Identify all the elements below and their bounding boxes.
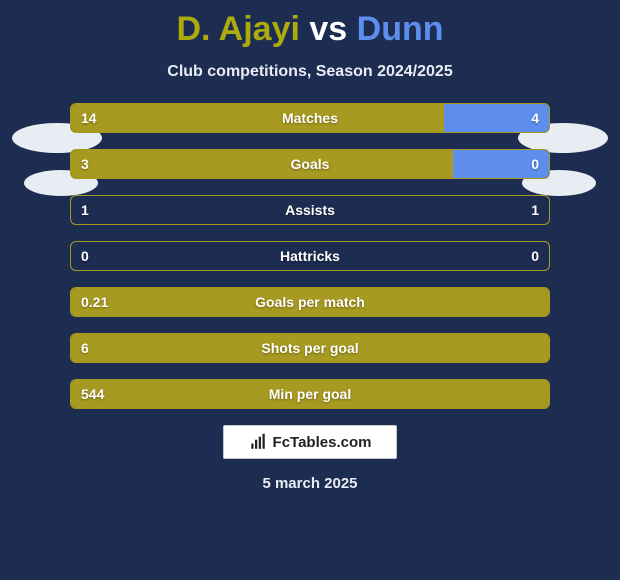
- vs-separator: vs: [309, 10, 347, 48]
- player2-value: 0: [531, 156, 539, 172]
- player2-name: Dunn: [357, 10, 444, 48]
- bar-chart-icon: [249, 433, 267, 451]
- stat-row: 0.21 Goals per match: [70, 287, 550, 317]
- metric-label: Hattricks: [280, 248, 340, 264]
- player1-value: 0.21: [81, 294, 108, 310]
- player1-value: 1: [81, 202, 89, 218]
- player1-value: 3: [81, 156, 89, 172]
- player1-value: 544: [81, 386, 104, 402]
- player1-value: 6: [81, 340, 89, 356]
- stat-row: 0 Hattricks 0: [70, 241, 550, 271]
- metric-label: Assists: [285, 202, 335, 218]
- metric-label: Goals per match: [255, 294, 365, 310]
- metric-label: Matches: [282, 110, 338, 126]
- stat-row: 3 Goals 0: [70, 149, 550, 179]
- player1-value: 0: [81, 248, 89, 264]
- player1-bar-fill: [71, 104, 444, 132]
- snapshot-date: 5 march 2025: [0, 475, 620, 492]
- stat-row: 1 Assists 1: [70, 195, 550, 225]
- metric-label: Min per goal: [269, 386, 351, 402]
- branding-badge: FcTables.com: [223, 425, 397, 459]
- metric-label: Shots per goal: [261, 340, 358, 356]
- comparison-chart: 14 Matches 4 3 Goals 0 1 Assists 1 0 Hattricks 0 0.2…: [70, 103, 550, 409]
- stat-row: 6 Shots per goal: [70, 333, 550, 363]
- metric-label: Goals: [291, 156, 330, 172]
- branding-label: FcTables.com: [273, 434, 372, 451]
- player2-value: 1: [531, 202, 539, 218]
- player1-value: 14: [81, 110, 97, 126]
- player2-value: 0: [531, 248, 539, 264]
- comparison-title: D. Ajayi vs Dunn: [0, 0, 620, 49]
- stat-row: 544 Min per goal: [70, 379, 550, 409]
- stat-row: 14 Matches 4: [70, 103, 550, 133]
- player2-value: 4: [531, 110, 539, 126]
- subtitle: Club competitions, Season 2024/2025: [0, 63, 620, 81]
- player1-bar-fill: [71, 150, 453, 178]
- player1-name: D. Ajayi: [176, 10, 299, 48]
